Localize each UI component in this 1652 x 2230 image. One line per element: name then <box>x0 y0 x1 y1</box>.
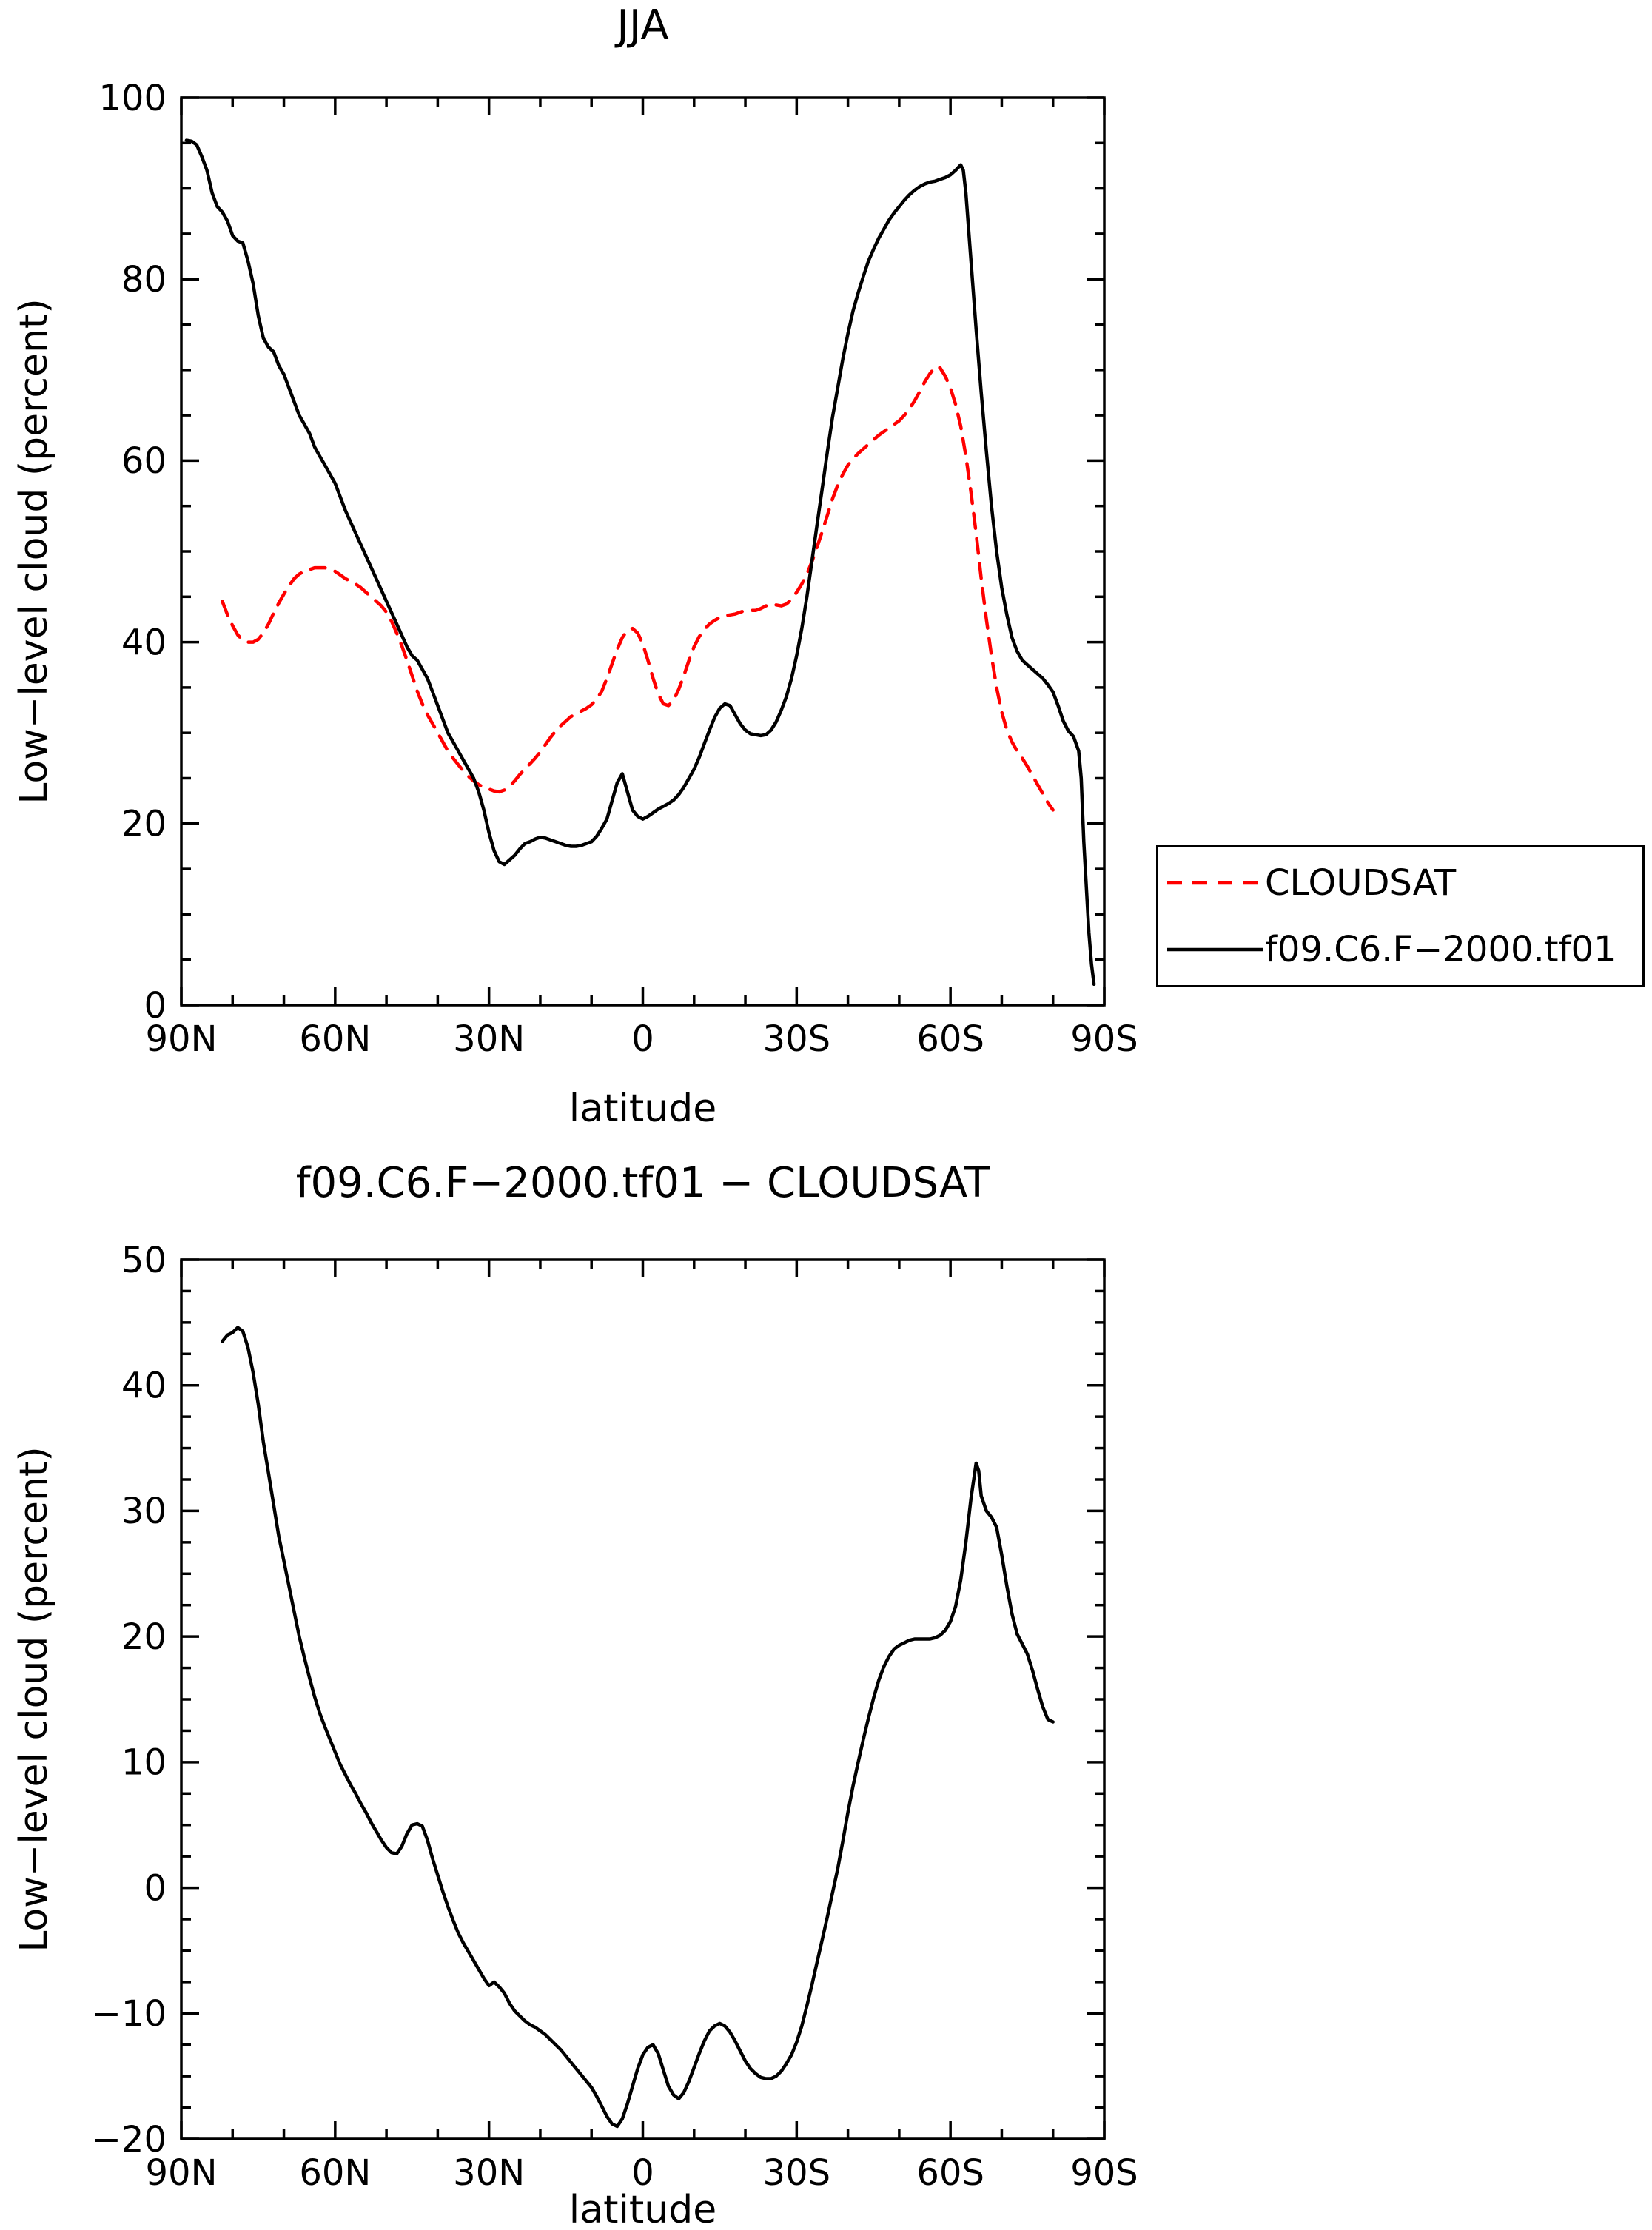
legend-box: CLOUDSAT f09.C6.F−2000.tf01 <box>1156 845 1645 987</box>
x-tick-label: 60S <box>916 2152 984 2194</box>
y-tick-label: 0 <box>144 1867 167 1909</box>
cloudsat-dashed-line-sample <box>1167 881 1263 885</box>
y-tick-label: −10 <box>92 1993 167 2035</box>
series-line-0 <box>221 364 1055 812</box>
y-tick-label: 40 <box>121 622 167 663</box>
legend-entry-model: f09.C6.F−2000.tf01 <box>1158 916 1642 983</box>
plot-border <box>180 1258 1106 2140</box>
top-chart-title: JJA <box>617 1 669 50</box>
legend-label-model: f09.C6.F−2000.tf01 <box>1265 929 1616 970</box>
y-tick-label: 20 <box>121 804 167 845</box>
x-tick-label: 60N <box>299 2152 371 2194</box>
legend-label-cloudsat: CLOUDSAT <box>1265 862 1457 904</box>
x-tick-label: 30N <box>453 1018 525 1060</box>
x-tick-label: 90N <box>146 2152 218 2194</box>
y-tick-label: −20 <box>92 2119 167 2160</box>
x-tick-label: 60N <box>299 1018 371 1060</box>
y-tick-label: 0 <box>144 985 167 1027</box>
bottom-chart-difference: 90N 60N 30N 0 30S 60S 90S −20 −10 0 10 20 30 40 50 <box>92 1240 1138 2194</box>
x-tick-label: 30N <box>453 2152 525 2194</box>
model-solid-line-sample <box>1167 947 1263 952</box>
bottom-chart-title: f09.C6.F−2000.tf01 − CLOUDSAT <box>295 1159 990 1207</box>
x-tick-label: 30S <box>763 2152 831 2194</box>
series-line-1 <box>184 138 1096 987</box>
bottom-chart-xlabel: latitude <box>568 2188 717 2230</box>
y-tick-label: 40 <box>121 1366 167 1407</box>
top-chart-ylabel: Low−level cloud (percent) <box>12 298 56 805</box>
x-tick-label: 0 <box>631 2152 654 2194</box>
y-tick-label: 80 <box>121 259 167 300</box>
x-tick-label: 30S <box>763 1018 831 1060</box>
series-line-0 <box>221 1326 1055 2129</box>
plot-border <box>180 96 1106 1007</box>
x-tick-label: 60S <box>916 1018 984 1060</box>
bottom-chart-ylabel: Low−level cloud (percent) <box>12 1446 56 1952</box>
y-tick-label: 60 <box>121 440 167 482</box>
x-tick-label: 90S <box>1070 2152 1138 2194</box>
y-tick-label: 20 <box>121 1616 167 1658</box>
x-tick-label: 0 <box>631 1018 654 1060</box>
top-chart-jja: 90N 60N 30N 0 30S 60S 90S 0 20 40 60 80 100 <box>98 78 1138 1060</box>
y-tick-label: 50 <box>121 1240 167 1281</box>
x-tick-label: 90N <box>146 1018 218 1060</box>
top-chart-xlabel: latitude <box>568 1087 717 1131</box>
x-tick-label: 90S <box>1070 1018 1138 1060</box>
y-tick-label: 30 <box>121 1491 167 1532</box>
legend-entry-cloudsat: CLOUDSAT <box>1158 850 1642 916</box>
y-tick-label: 10 <box>121 1742 167 1784</box>
y-tick-label: 100 <box>98 78 167 119</box>
